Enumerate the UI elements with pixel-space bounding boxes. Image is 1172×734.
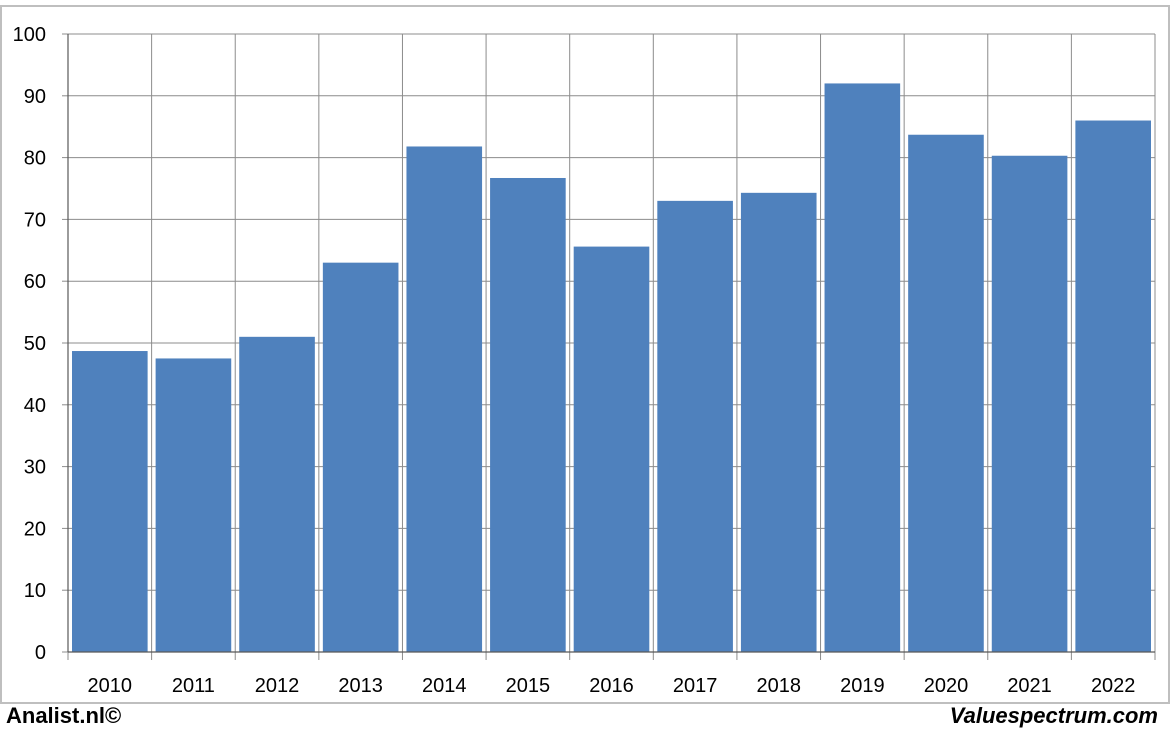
bar: [573, 246, 650, 653]
y-tick-label: 10: [24, 580, 46, 602]
x-tick-label: 2011: [172, 675, 215, 697]
y-tick-label: 50: [24, 333, 46, 355]
bar: [72, 351, 148, 652]
x-tick-label: 2019: [840, 675, 885, 697]
y-tick-label: 100: [13, 24, 46, 46]
y-tick-labels: 0 10 20 30 40 50 60 70 80 90 100: [13, 24, 46, 664]
bar: [824, 83, 901, 652]
x-tick-label: 2017: [673, 675, 718, 697]
y-tick-label: 80: [24, 148, 46, 170]
x-tick-labels: 2010 2011 2012 2013 2014 2015 2016 2017 2018 2019…: [88, 675, 1136, 697]
bar: [322, 262, 399, 652]
y-tick-label: 20: [24, 518, 46, 540]
bar: [155, 358, 232, 652]
y-tick-label: 30: [24, 457, 46, 479]
x-tick-label: 2016: [589, 675, 634, 697]
y-tick-label: 60: [24, 271, 46, 293]
bar: [908, 134, 984, 652]
bar: [239, 336, 315, 652]
footer-source-left: Analist.nl©: [6, 703, 122, 728]
x-tick-label: 2015: [506, 675, 551, 697]
x-tick-label: 2022: [1091, 675, 1136, 697]
y-tick-label: 40: [24, 395, 46, 417]
x-tick-label: 2014: [422, 675, 467, 697]
y-tick-label: 90: [24, 86, 46, 108]
bar: [657, 200, 733, 653]
axes: [62, 33, 1155, 653]
footer-source-right: Valuespectrum.com: [949, 703, 1158, 728]
x-tick-label: 2020: [924, 675, 969, 697]
x-tick-label: 2010: [88, 675, 133, 697]
y-tick-label: 0: [35, 642, 46, 664]
y-tick-label: 70: [24, 209, 46, 231]
x-tick-label: 2012: [255, 675, 300, 697]
bars: [72, 83, 1151, 653]
bar: [406, 146, 483, 652]
bar: [490, 177, 566, 652]
bar: [740, 192, 817, 653]
bar: [1075, 120, 1151, 652]
x-tick-label: 2013: [338, 675, 383, 697]
x-tick-label: 2021: [1007, 675, 1052, 697]
bar: [991, 155, 1068, 652]
x-tick-label: 2018: [756, 675, 801, 697]
